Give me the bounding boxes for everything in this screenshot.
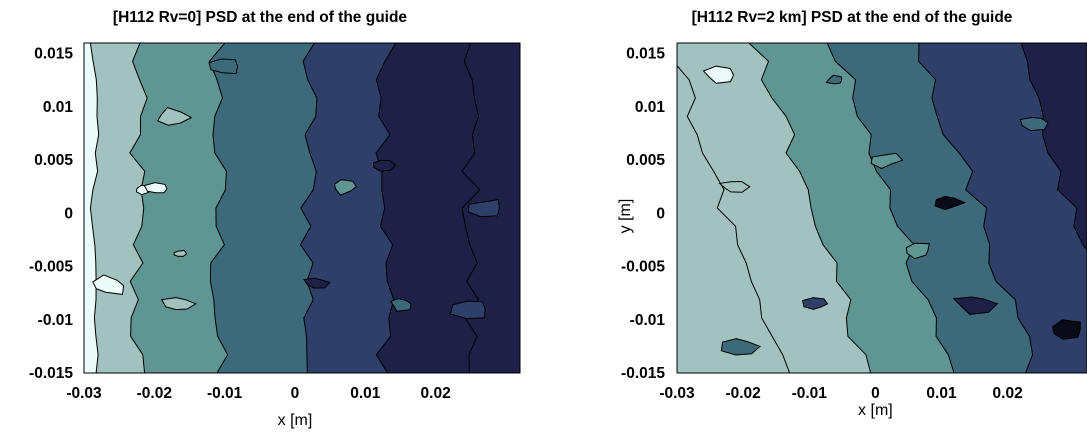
contour-band: [84, 43, 100, 373]
x-axis-label: x [m]: [278, 412, 313, 429]
plot-frame: [83, 42, 521, 374]
contour-island: [372, 159, 397, 172]
x-tick-label: 0: [291, 385, 300, 402]
contour-chart-rv2km: [H112 Rv=2 km] PSD at the end of the gui…: [617, 9, 1087, 419]
contour-island: [143, 182, 168, 194]
contour-island: [173, 249, 188, 257]
contour-island: [1019, 116, 1049, 132]
x-tick-label: 0.02: [993, 385, 1023, 402]
y-tick-label: 0.015: [34, 46, 73, 63]
chart-title: [H112 Rv=0] PSD at the end of the guide: [113, 9, 408, 26]
contour-island: [334, 179, 357, 196]
x-tick-label: -0.03: [66, 385, 102, 402]
contour-band: [1020, 43, 1087, 251]
x-tick-label: -0.03: [659, 385, 695, 402]
contour-plot-area: [677, 43, 1087, 373]
y-tick-label: 0.005: [34, 152, 73, 169]
psd-contour-plot-rv0: [H112 Rv=0] PSD at the end of the guide 0…: [0, 0, 540, 439]
contour-island: [802, 297, 829, 310]
contour-island: [160, 297, 197, 311]
contour-island: [905, 242, 930, 260]
contour-plot-area: [84, 43, 520, 373]
x-tick-label: -0.01: [207, 385, 243, 402]
y-tick-label: -0.015: [621, 365, 665, 382]
x-tick-label: 0: [871, 385, 880, 402]
x-tick-label: 0.01: [350, 385, 381, 402]
contour-island: [156, 107, 193, 126]
x-axis-label: x [m]: [858, 402, 893, 419]
psd-contour-plot-rv2km: [H112 Rv=2 km] PSD at the end of the gui…: [547, 0, 1087, 439]
contour-island: [825, 74, 843, 85]
contour-island: [92, 274, 125, 295]
y-tick-label: -0.005: [29, 259, 73, 276]
contour-island: [1052, 319, 1081, 340]
contour-island: [449, 300, 486, 320]
contour-island: [303, 277, 331, 289]
contour-island: [702, 65, 735, 84]
y-tick-label: -0.015: [29, 365, 73, 382]
x-tick-label: -0.02: [137, 385, 172, 402]
y-tick-label: 0.01: [635, 99, 666, 116]
contour-island: [467, 199, 500, 218]
y-tick-label: -0.005: [621, 259, 665, 276]
contour-island: [870, 152, 904, 169]
contour-island: [952, 296, 999, 315]
plot-frame: [676, 42, 1087, 374]
y-tick-label: -0.01: [630, 312, 666, 329]
y-tick-label: 0.015: [626, 46, 665, 63]
contour-island: [389, 298, 412, 312]
y-tick-label: 0.01: [43, 99, 74, 116]
y-tick-label: -0.01: [38, 312, 74, 329]
y-tick-label: 0: [64, 205, 73, 222]
contour-island: [718, 180, 751, 193]
x-tick-label: -0.02: [725, 385, 760, 402]
chart-title: [H112 Rv=2 km] PSD at the end of the gui…: [692, 9, 1013, 26]
x-tick-label: 0.01: [926, 385, 957, 402]
contour-island: [934, 195, 967, 211]
x-tick-label: -0.01: [792, 385, 828, 402]
y-tick-label: 0: [656, 205, 665, 222]
x-tick-label: 0.02: [421, 385, 451, 402]
contour-chart-rv0: [H112 Rv=0] PSD at the end of the guide 0…: [29, 9, 521, 429]
y-axis-label: y [m]: [617, 199, 634, 234]
contour-island: [208, 58, 239, 75]
contour-island: [720, 338, 762, 356]
y-tick-label: 0.005: [626, 152, 665, 169]
